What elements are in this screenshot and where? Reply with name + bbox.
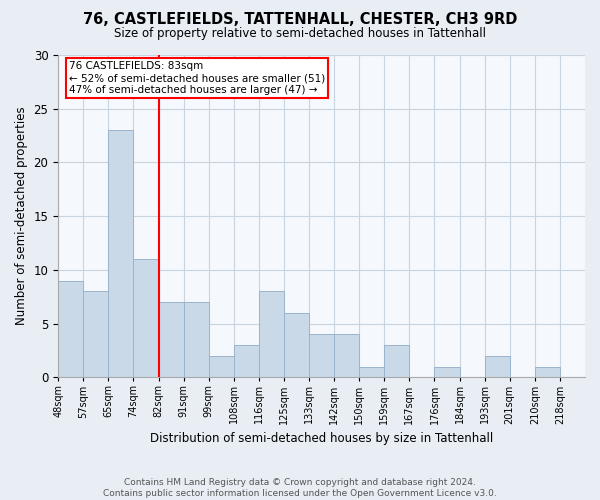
X-axis label: Distribution of semi-detached houses by size in Tattenhall: Distribution of semi-detached houses by … xyxy=(150,432,493,445)
Bar xyxy=(58,280,83,378)
Bar xyxy=(234,345,259,378)
Y-axis label: Number of semi-detached properties: Number of semi-detached properties xyxy=(15,107,28,326)
Bar xyxy=(83,292,109,378)
Text: Size of property relative to semi-detached houses in Tattenhall: Size of property relative to semi-detach… xyxy=(114,28,486,40)
Bar xyxy=(133,259,158,378)
Bar xyxy=(334,334,359,378)
Bar xyxy=(535,366,560,378)
Bar xyxy=(434,366,460,378)
Bar xyxy=(259,292,284,378)
Bar xyxy=(359,366,384,378)
Bar xyxy=(209,356,234,378)
Bar xyxy=(184,302,209,378)
Bar xyxy=(309,334,334,378)
Text: 76 CASTLEFIELDS: 83sqm
← 52% of semi-detached houses are smaller (51)
47% of sem: 76 CASTLEFIELDS: 83sqm ← 52% of semi-det… xyxy=(68,62,325,94)
Bar xyxy=(109,130,133,378)
Bar xyxy=(384,345,409,378)
Bar xyxy=(284,313,309,378)
Text: 76, CASTLEFIELDS, TATTENHALL, CHESTER, CH3 9RD: 76, CASTLEFIELDS, TATTENHALL, CHESTER, C… xyxy=(83,12,517,28)
Bar xyxy=(158,302,184,378)
Text: Contains HM Land Registry data © Crown copyright and database right 2024.
Contai: Contains HM Land Registry data © Crown c… xyxy=(103,478,497,498)
Bar xyxy=(485,356,510,378)
